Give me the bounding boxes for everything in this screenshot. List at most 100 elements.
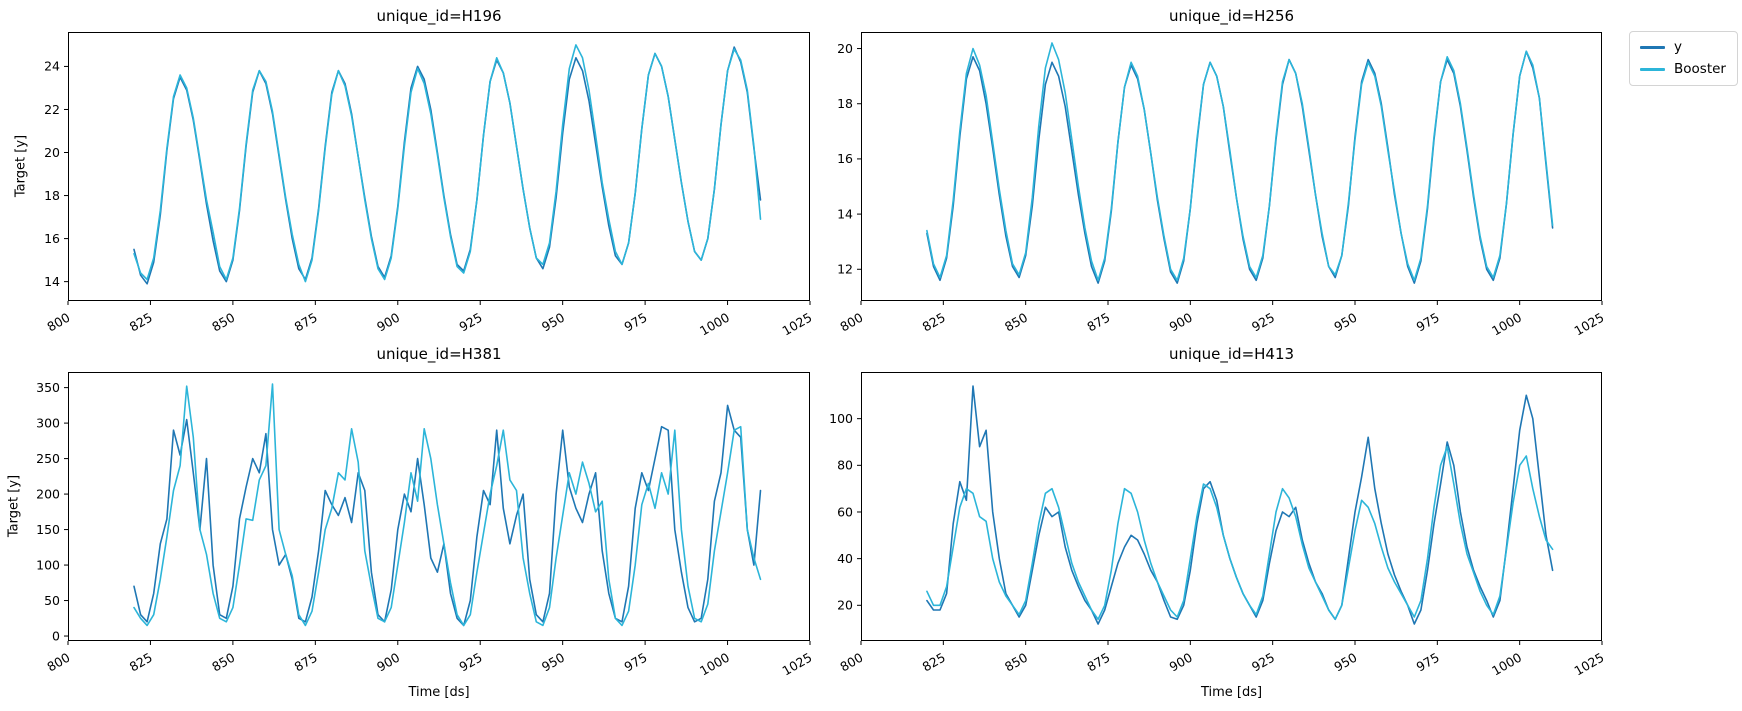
- subplot-title-h413: unique_id=H413: [1168, 345, 1295, 363]
- x-tick-label: 975: [1414, 310, 1442, 335]
- series-line-booster: [133, 383, 762, 627]
- legend-line-booster-icon: [1640, 68, 1665, 71]
- y-tick-label: 250: [36, 451, 60, 466]
- x-tick-label: 900: [1167, 650, 1195, 675]
- x-tick-label: 950: [1331, 310, 1359, 335]
- y-tick-label: 24: [44, 59, 60, 74]
- x-tick-label: 975: [1414, 650, 1442, 675]
- x-tick-label: 1025: [1571, 310, 1606, 339]
- legend-line-y-icon: [1640, 46, 1665, 49]
- x-tick-label: 800: [837, 310, 865, 335]
- y-tick-label: 20: [837, 598, 853, 613]
- x-tick-label: 800: [44, 650, 72, 675]
- x-tick-label: 1025: [1571, 650, 1606, 679]
- series-line-y: [926, 50, 1554, 284]
- y-tick-label: 100: [36, 557, 60, 572]
- series-line-y: [133, 46, 762, 285]
- legend: y Booster: [1629, 31, 1738, 86]
- legend-label-booster: Booster: [1674, 61, 1726, 77]
- x-tick-label: 925: [1249, 310, 1277, 335]
- y-tick-label: 50: [44, 593, 60, 608]
- legend-label-y: y: [1674, 39, 1682, 55]
- chart-canvas-h256: 800 825 850 875 900 925 950 975 1000 1025 12 14 16 18…: [837, 32, 1607, 339]
- x-tick-label: 825: [127, 310, 155, 335]
- x-tick-label: 925: [457, 310, 485, 335]
- y-tick-label: 300: [36, 415, 60, 430]
- axes-frame: [861, 372, 1602, 641]
- y-tick-label: 150: [36, 522, 60, 537]
- x-tick-label: 875: [1084, 650, 1112, 675]
- subplot-h413: 800 825 850 875 900 925 950 975 1000 1025 20 40 60 80…: [829, 372, 1607, 679]
- x-tick-label: 925: [1249, 650, 1277, 675]
- x-tick-label: 1000: [1489, 310, 1524, 339]
- x-tick-label: 1000: [697, 650, 732, 679]
- x-tick-label: 800: [44, 310, 72, 335]
- y-tick-label: 350: [36, 380, 60, 395]
- y-tick-label: 18: [837, 96, 853, 111]
- x-tick-label: 950: [539, 310, 567, 335]
- subplot-title-h196: unique_id=H196: [376, 7, 502, 25]
- y-tick-label: 60: [837, 504, 853, 519]
- subplot-h381: 800 825 850 875 900 925 950 975 1000 1025 0 50 100 15…: [36, 372, 815, 679]
- x-tick-label: 850: [1002, 310, 1030, 335]
- x-tick-label: 875: [1084, 310, 1112, 335]
- y-tick-label: 80: [837, 458, 853, 473]
- x-tick-label: 825: [920, 650, 948, 675]
- x-tick-label: 850: [209, 650, 237, 675]
- x-tick-label: 950: [539, 650, 567, 675]
- series-line-y: [926, 385, 1554, 625]
- y-tick-label: 0: [52, 628, 60, 643]
- series-line-booster: [926, 42, 1554, 282]
- subplot-h256: 800 825 850 875 900 925 950 975 1000 1025 12 14 16 18…: [837, 32, 1607, 339]
- y-tick-label: 20: [44, 145, 60, 160]
- x-tick-label: 850: [1002, 650, 1030, 675]
- y-tick-label: 100: [829, 411, 853, 426]
- x-tick-label: 825: [127, 650, 155, 675]
- x-tick-label: 850: [209, 310, 237, 335]
- y-tick-label: 22: [44, 102, 60, 117]
- legend-entry-y: y: [1640, 40, 1726, 55]
- series-line-booster: [133, 44, 762, 283]
- y-tick-label: 12: [837, 262, 853, 277]
- y-tick-label: 40: [837, 551, 853, 566]
- y-tick-label: 16: [44, 231, 60, 246]
- x-tick-label: 900: [1167, 310, 1195, 335]
- x-tick-label: 875: [292, 650, 320, 675]
- y-tick-label: 18: [44, 188, 60, 203]
- x-tick-label: 900: [374, 310, 402, 335]
- x-tick-label: 1000: [697, 310, 732, 339]
- x-axis-label-left: Time [ds]: [408, 685, 470, 700]
- chart-canvas-h413: 800 825 850 875 900 925 950 975 1000 1025 20 40 60 80…: [829, 372, 1607, 679]
- chart-canvas-h381: 800 825 850 875 900 925 950 975 1000 1025 0 50 100 15…: [36, 372, 815, 679]
- subplot-title-h381: unique_id=H381: [376, 345, 502, 363]
- x-tick-label: 975: [621, 310, 649, 335]
- x-tick-label: 925: [457, 650, 485, 675]
- chart-canvas-h196: 800 825 850 875 900 925 950 975 1000 1025 14 16 18 20…: [44, 32, 815, 339]
- axes-frame: [68, 32, 810, 301]
- x-tick-label: 825: [920, 310, 948, 335]
- subplot-title-h256: unique_id=H256: [1168, 7, 1295, 25]
- x-tick-label: 875: [292, 310, 320, 335]
- y-axis-label-bottom: Target [y]: [6, 474, 22, 538]
- x-tick-label: 900: [374, 650, 402, 675]
- y-tick-label: 14: [44, 274, 60, 289]
- x-axis-label-right: Time [ds]: [1200, 685, 1263, 700]
- x-tick-label: 950: [1331, 650, 1359, 675]
- y-tick-label: 16: [837, 151, 853, 166]
- y-tick-label: 200: [36, 486, 60, 501]
- x-tick-label: 1025: [779, 310, 814, 339]
- axes-frame: [861, 32, 1602, 301]
- y-axis-label-top: Target [y]: [13, 134, 29, 198]
- series-line-booster: [926, 445, 1554, 621]
- legend-entry-booster: Booster: [1640, 62, 1726, 77]
- axes-frame: [68, 372, 810, 641]
- x-tick-label: 975: [621, 650, 649, 675]
- y-tick-label: 14: [837, 206, 853, 221]
- x-tick-label: 1025: [779, 650, 814, 679]
- x-tick-label: 800: [837, 650, 865, 675]
- series-line-y: [133, 404, 762, 627]
- x-tick-label: 1000: [1489, 650, 1524, 679]
- subplot-h196: 800 825 850 875 900 925 950 975 1000 1025 14 16 18 20…: [44, 32, 815, 339]
- y-tick-label: 20: [837, 41, 853, 56]
